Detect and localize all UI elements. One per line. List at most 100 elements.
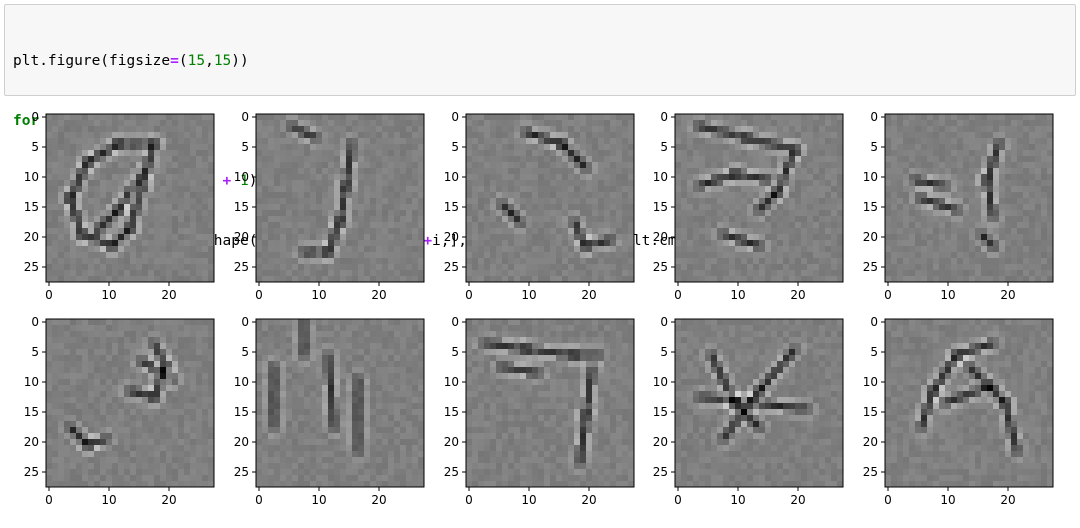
y-tick-label: 25 [863,465,878,479]
y-tick-label: 20 [863,435,878,449]
y-tick-label: 10 [444,375,459,389]
y-tick-label: 0 [31,315,39,329]
y-tick-label: 20 [234,435,249,449]
y-tick-label: 10 [863,170,878,184]
y-tick-label: 15 [863,405,878,419]
x-tick-label: 10 [940,288,955,302]
x-tick-label: 20 [371,493,386,507]
code-operator: = [170,53,179,69]
y-tick-label: 25 [863,260,878,274]
x-tick-label: 10 [101,288,116,302]
y-tick-label: 10 [24,375,39,389]
x-tick-label: 0 [45,493,53,507]
y-tick-label: 15 [24,200,39,214]
code-text: ( [178,53,188,69]
image-pixels [466,319,635,488]
code-number: 15 [187,53,206,69]
image-pixels [885,319,1054,488]
y-tick-label: 20 [444,230,459,244]
axes-frame [45,318,215,488]
x-tick-label: 20 [581,493,596,507]
subplot-panel-10: 0 5 10 15 20 25 0 10 20 [863,315,1054,507]
y-tick-label: 5 [31,345,39,359]
y-tick-label: 10 [653,375,668,389]
y-tick-label: 0 [660,110,668,124]
y-tick-label: 0 [241,110,249,124]
y-tick-label: 15 [653,405,668,419]
axes-frame [255,113,425,283]
y-tick-label: 0 [870,110,878,124]
y-tick-label: 15 [24,405,39,419]
y-tick-label: 0 [660,315,668,329]
subplot-panel-5: 0 5 10 15 20 25 0 10 20 [863,110,1054,302]
subplot-panel-1: 0 5 10 15 20 25 0 10 20 [24,110,215,302]
y-tick-label: 5 [870,345,878,359]
axes-frame [884,318,1054,488]
y-tick-label: 15 [234,405,249,419]
y-tick-label: 0 [241,315,249,329]
subplot-panel-7: 0 5 10 15 20 25 0 10 20 [234,315,425,507]
y-tick-label: 10 [653,170,668,184]
subplot-panel-6: 0 5 10 15 20 25 0 10 20 [24,315,215,507]
y-tick-label: 0 [870,315,878,329]
y-tick-label: 15 [234,200,249,214]
y-tick-label: 5 [870,140,878,154]
y-tick-label: 5 [660,345,668,359]
code-number: 15 [213,53,232,69]
x-tick-label: 0 [465,288,473,302]
y-tick-label: 20 [444,435,459,449]
y-tick-label: 25 [444,465,459,479]
subplot-grid: 0 5 10 15 20 25 0 10 20 0 5 10 15 20 25 0 10 20 0 5 10 15 20 25… [24,110,1054,507]
y-tick-label: 5 [241,140,249,154]
x-tick-label: 10 [311,288,326,302]
x-tick-label: 0 [674,493,682,507]
y-tick-label: 10 [24,170,39,184]
y-tick-label: 15 [444,200,459,214]
y-tick-label: 20 [863,230,878,244]
y-tick-label: 20 [24,230,39,244]
y-tick-label: 0 [31,110,39,124]
subplot-panel-8: 0 5 10 15 20 25 0 10 20 [444,315,635,507]
x-tick-label: 20 [1000,493,1015,507]
axes-frame [255,318,425,488]
y-tick-label: 10 [234,375,249,389]
x-tick-label: 0 [465,493,473,507]
x-tick-label: 10 [521,493,536,507]
axes-frame [465,113,635,283]
y-tick-label: 25 [24,260,39,274]
y-tick-label: 20 [653,435,668,449]
x-tick-label: 20 [161,288,176,302]
y-tick-label: 5 [451,140,459,154]
image-pixels [675,319,844,488]
code-cell[interactable]: plt.figure(figsize=(15,15)) for i in ran… [4,4,1076,249]
code-operator: + [423,233,433,249]
image-pixels [256,319,425,488]
x-tick-label: 0 [255,288,263,302]
y-tick-label: 0 [451,110,459,124]
y-tick-label: 20 [24,435,39,449]
y-tick-label: 20 [234,230,249,244]
code-text: ) [248,173,258,189]
code-line-1: plt.figure(figsize=(15,15)) [13,51,1067,71]
subplot-panel-9: 0 5 10 15 20 25 0 10 20 [653,315,844,507]
y-tick-label: 15 [444,405,459,419]
y-tick-label: 0 [451,315,459,329]
x-tick-label: 10 [940,493,955,507]
y-tick-label: 25 [24,465,39,479]
y-tick-label: 25 [653,465,668,479]
x-tick-label: 20 [371,288,386,302]
y-tick-label: 15 [653,200,668,214]
x-tick-label: 20 [790,288,805,302]
x-tick-label: 0 [45,288,53,302]
code-text: plt.figure(figsize [13,53,171,69]
y-tick-label: 20 [653,230,668,244]
x-tick-label: 20 [581,288,596,302]
image-pixels [675,114,844,283]
x-tick-label: 0 [255,493,263,507]
x-tick-label: 10 [730,288,745,302]
image-pixels [885,114,1054,283]
y-tick-label: 10 [234,170,249,184]
y-tick-label: 25 [234,260,249,274]
y-tick-label: 5 [451,345,459,359]
subplot-panel-4: 0 5 10 15 20 25 0 10 20 [653,110,844,302]
